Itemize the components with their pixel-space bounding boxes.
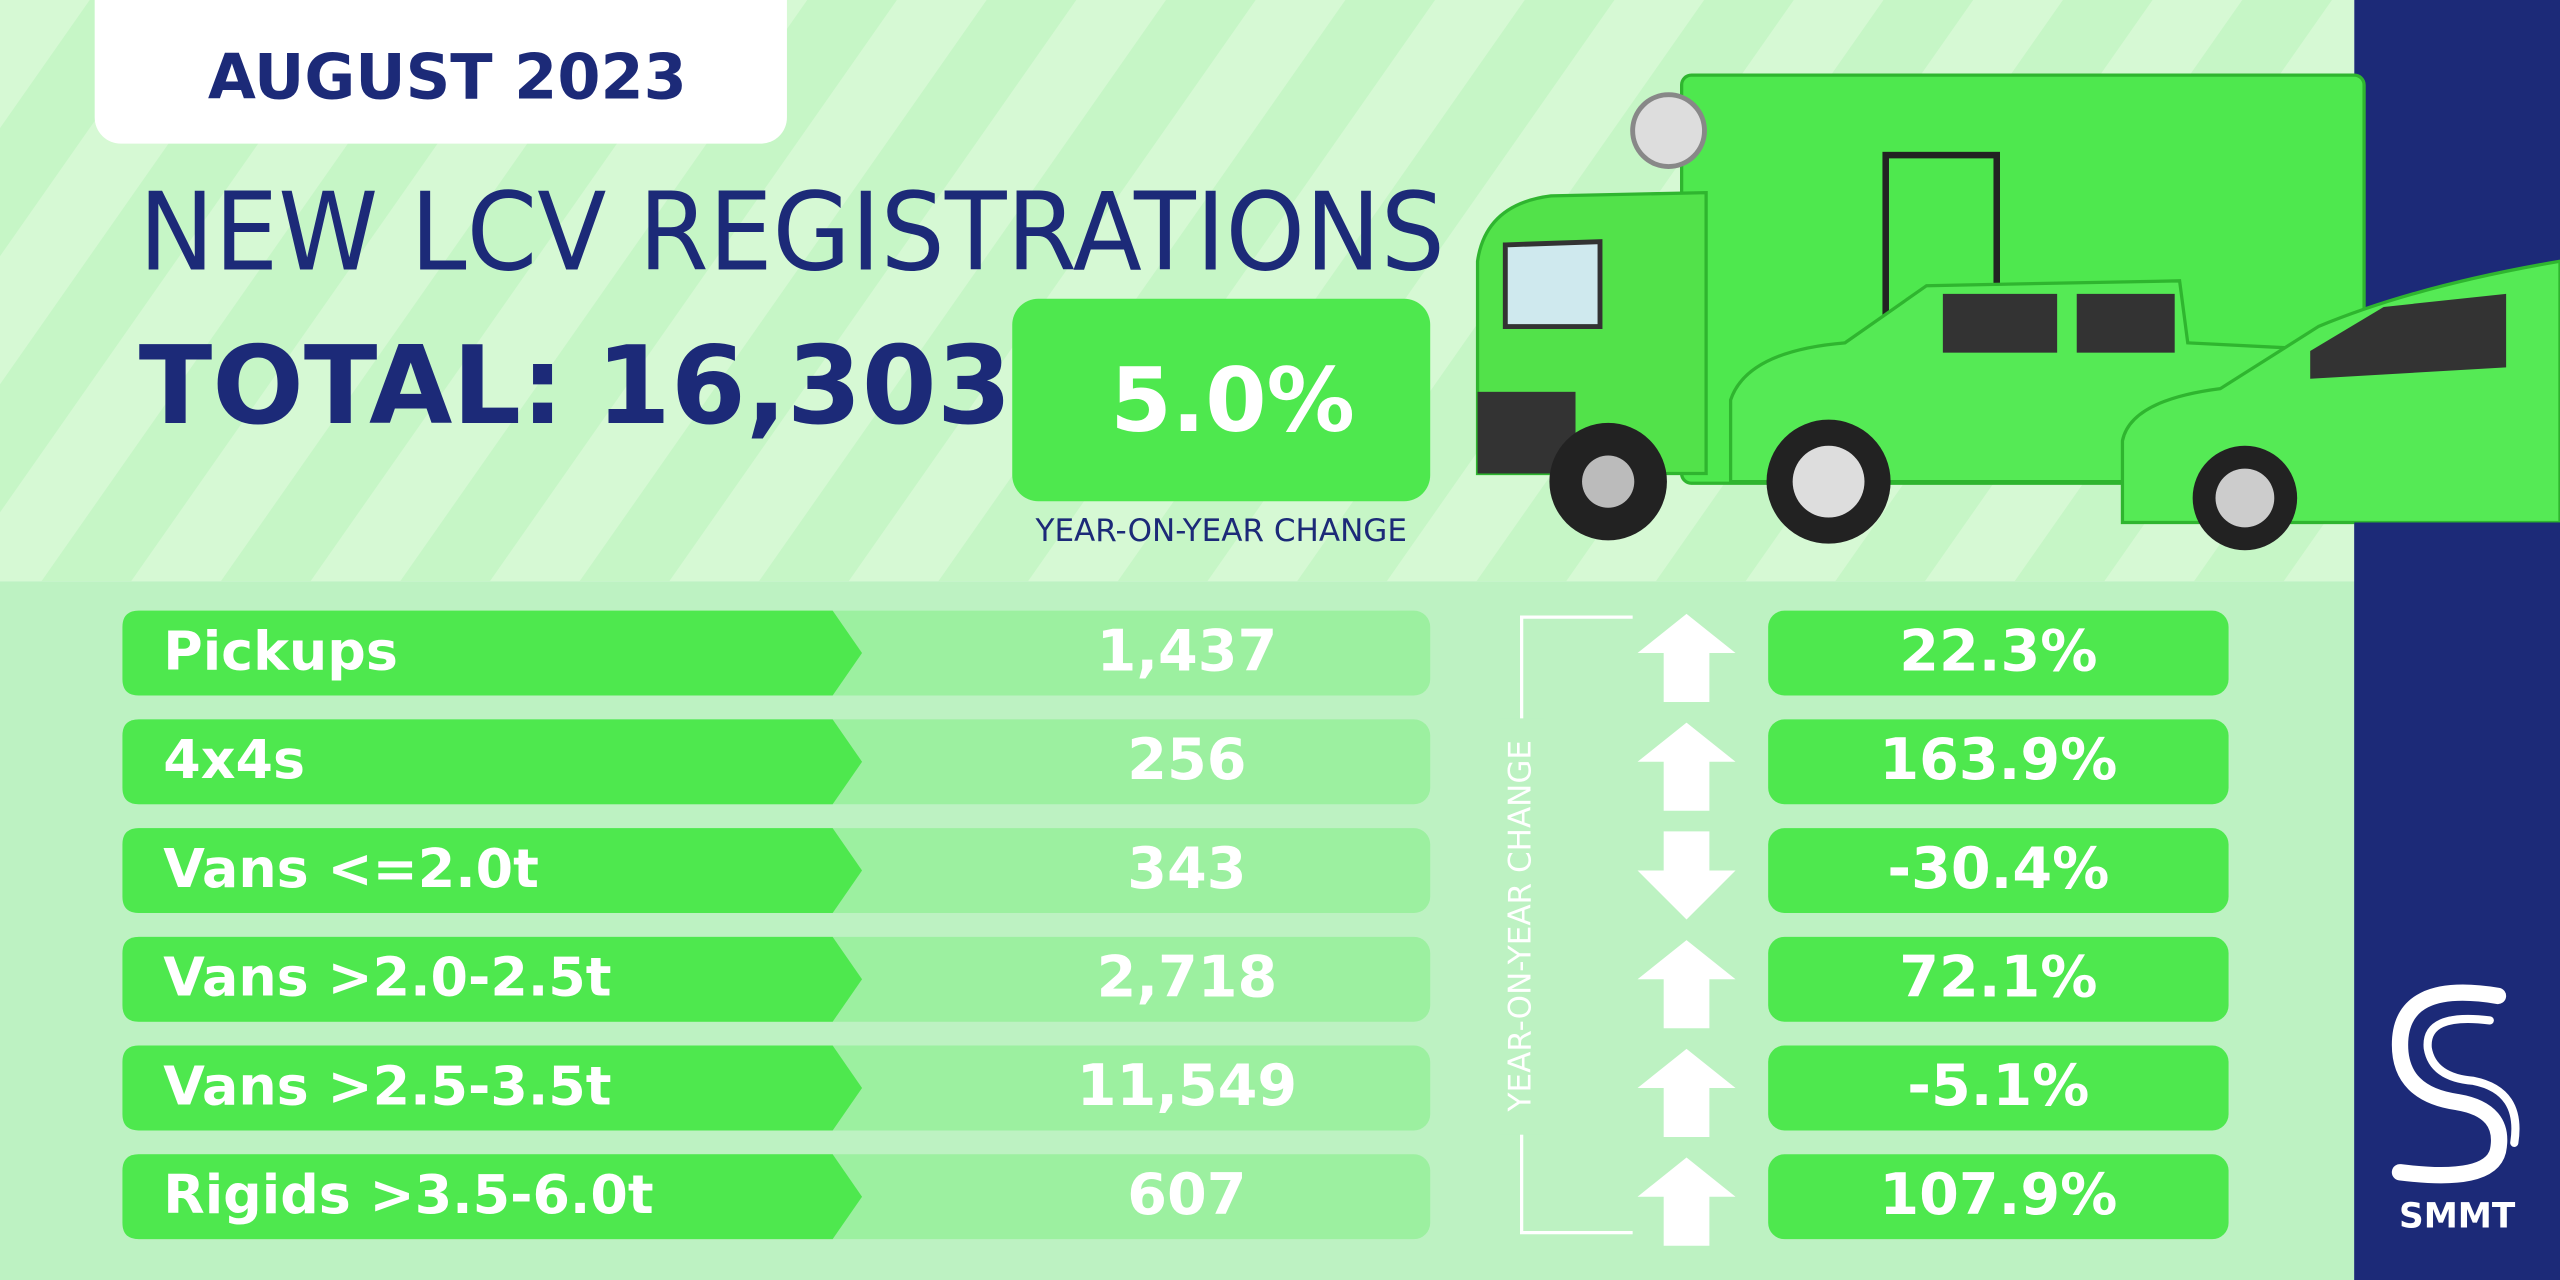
row-count: 607	[1127, 1162, 1246, 1228]
vehicles-illustration	[1475, 73, 2560, 551]
change-box	[1768, 610, 2229, 696]
total-change: 5.0%	[1110, 349, 1355, 452]
change-box	[1768, 936, 2229, 1022]
name-band	[122, 719, 863, 805]
row-change: 72.1%	[1899, 945, 2097, 1011]
row-name: Rigids >3.5-6.0t	[163, 1163, 653, 1226]
date-box	[94, 0, 787, 144]
change-box	[1768, 828, 2229, 913]
name-band	[122, 1154, 863, 1240]
bracket-gap	[1498, 718, 1545, 1135]
row-change: -30.4%	[1887, 836, 2109, 902]
change-box	[1768, 719, 2229, 805]
row-name: Vans >2.0-2.5t	[163, 946, 611, 1009]
change-box	[1768, 1154, 2229, 1240]
date: AUGUST 2023	[208, 41, 687, 114]
row-name: Pickups	[163, 619, 398, 682]
title: NEW LCV REGISTRATIONS	[139, 170, 1445, 295]
row-count: 1,437	[1097, 618, 1278, 684]
total-label: TOTAL:	[139, 324, 564, 449]
total: 16,303	[596, 324, 1012, 449]
row-count: 11,549	[1077, 1053, 1297, 1119]
direction-arrow	[1637, 722, 1736, 811]
row-change: 22.3%	[1899, 618, 2097, 684]
change-box	[1768, 1045, 2229, 1131]
row-name: Vans <=2.0t	[163, 837, 539, 900]
side-label: YEAR-ON-YEAR CHANGE	[1503, 740, 1539, 1112]
row-name: Vans >2.5-3.5t	[163, 1054, 611, 1117]
change-box	[1012, 298, 1431, 502]
direction-arrow	[1637, 940, 1736, 1029]
change-label: YEAR-ON-YEAR CHANGE	[1035, 513, 1407, 549]
direction-arrow	[1637, 1157, 1736, 1246]
row-count: 343	[1127, 836, 1246, 902]
row-change: 163.9%	[1879, 727, 2117, 793]
smmt-logo: SMMT	[2391, 984, 2520, 1236]
row-count: 2,718	[1097, 945, 1278, 1011]
logo-text: SMMT	[2399, 1196, 2516, 1236]
name-band	[122, 936, 863, 1022]
side-bar-lower	[2354, 522, 2560, 1280]
direction-arrow	[1637, 831, 1736, 920]
name-band	[122, 1045, 863, 1131]
table-rows: Pickups 1,437 22.3% 4x4s 256 163.9% Vans <=2.0…	[122, 610, 2229, 1246]
row-name: 4x4s	[163, 728, 305, 791]
direction-arrow	[1637, 613, 1736, 703]
name-band	[122, 610, 863, 696]
row-change: -5.1%	[1907, 1053, 2089, 1119]
direction-arrow	[1637, 1048, 1736, 1137]
name-band	[122, 828, 863, 913]
row-count: 256	[1127, 727, 1246, 793]
row-change: 107.9%	[1879, 1162, 2117, 1228]
